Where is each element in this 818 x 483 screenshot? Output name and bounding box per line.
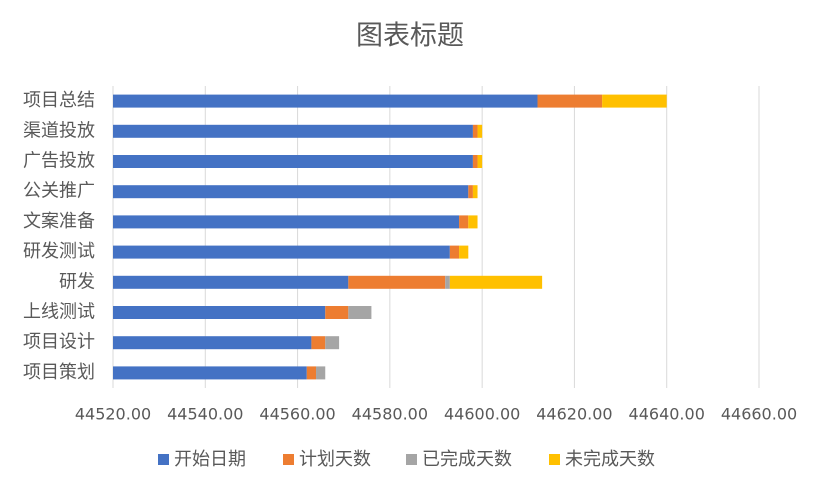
- legend-swatch: [283, 454, 294, 465]
- x-tick-label: 44620.00: [536, 405, 612, 424]
- y-tick-label: 项目设计: [23, 332, 95, 353]
- y-tick-label: 项目总结: [23, 90, 95, 111]
- bar-segment: [113, 366, 307, 380]
- legend-label: 开始日期: [174, 449, 246, 470]
- bar-segment: [316, 366, 326, 380]
- bar-segment: [306, 366, 317, 380]
- x-tick-label: 44640.00: [629, 405, 705, 424]
- bar-segment: [113, 306, 326, 319]
- bar-segment: [325, 306, 349, 319]
- y-tick-label: 项目策划: [23, 362, 95, 383]
- y-tick-label: 研发测试: [23, 241, 95, 262]
- x-tick-label: 44600.00: [444, 405, 520, 424]
- bar-segment: [113, 215, 460, 229]
- y-tick-label: 文案准备: [23, 211, 95, 232]
- bar-segment: [113, 94, 538, 108]
- bar-segment: [472, 185, 478, 199]
- bar-segment: [113, 245, 450, 259]
- y-tick-label: 研发: [59, 271, 95, 292]
- bar-segment: [445, 275, 450, 289]
- bar-segment: [113, 155, 473, 168]
- bar-segment: [477, 124, 483, 138]
- x-tick-label: 44540.00: [167, 405, 243, 424]
- bar-segment: [459, 215, 469, 229]
- bar-segment: [348, 275, 446, 289]
- bar-segment: [602, 94, 667, 108]
- bar-segment: [113, 124, 473, 138]
- y-tick-label: 公关推广: [23, 181, 95, 202]
- legend-swatch: [549, 454, 560, 465]
- legend-label: 未完成天数: [565, 449, 655, 470]
- bar-segment: [477, 155, 483, 168]
- bar-segment: [472, 124, 478, 138]
- legend-swatch: [406, 454, 417, 465]
- bar-segment: [537, 94, 603, 108]
- x-tick-label: 44560.00: [259, 405, 335, 424]
- legend-label: 已完成天数: [422, 449, 512, 470]
- bar-segment: [459, 245, 469, 259]
- legend-swatch: [158, 454, 169, 465]
- bar-segment: [472, 155, 478, 168]
- x-tick-label: 44580.00: [352, 405, 428, 424]
- bar-segment: [113, 275, 349, 289]
- bar-segment: [449, 275, 543, 289]
- bar-segment: [113, 336, 312, 350]
- bar-segment: [311, 336, 326, 350]
- bar-segment: [468, 185, 473, 199]
- bar-segment: [449, 245, 460, 259]
- bar-segment: [348, 306, 372, 319]
- x-tick-label: 44520.00: [75, 405, 151, 424]
- y-tick-label: 广告投放: [23, 151, 95, 172]
- legend-label: 计划天数: [299, 449, 371, 470]
- bar-segment: [113, 185, 469, 199]
- y-tick-label: 上线测试: [23, 302, 95, 323]
- x-tick-label: 44660.00: [721, 405, 797, 424]
- chart-title: 图表标题: [356, 21, 464, 52]
- y-tick-label: 渠道投放: [23, 120, 95, 141]
- bar-segment: [468, 215, 478, 229]
- bar-segment: [325, 336, 340, 350]
